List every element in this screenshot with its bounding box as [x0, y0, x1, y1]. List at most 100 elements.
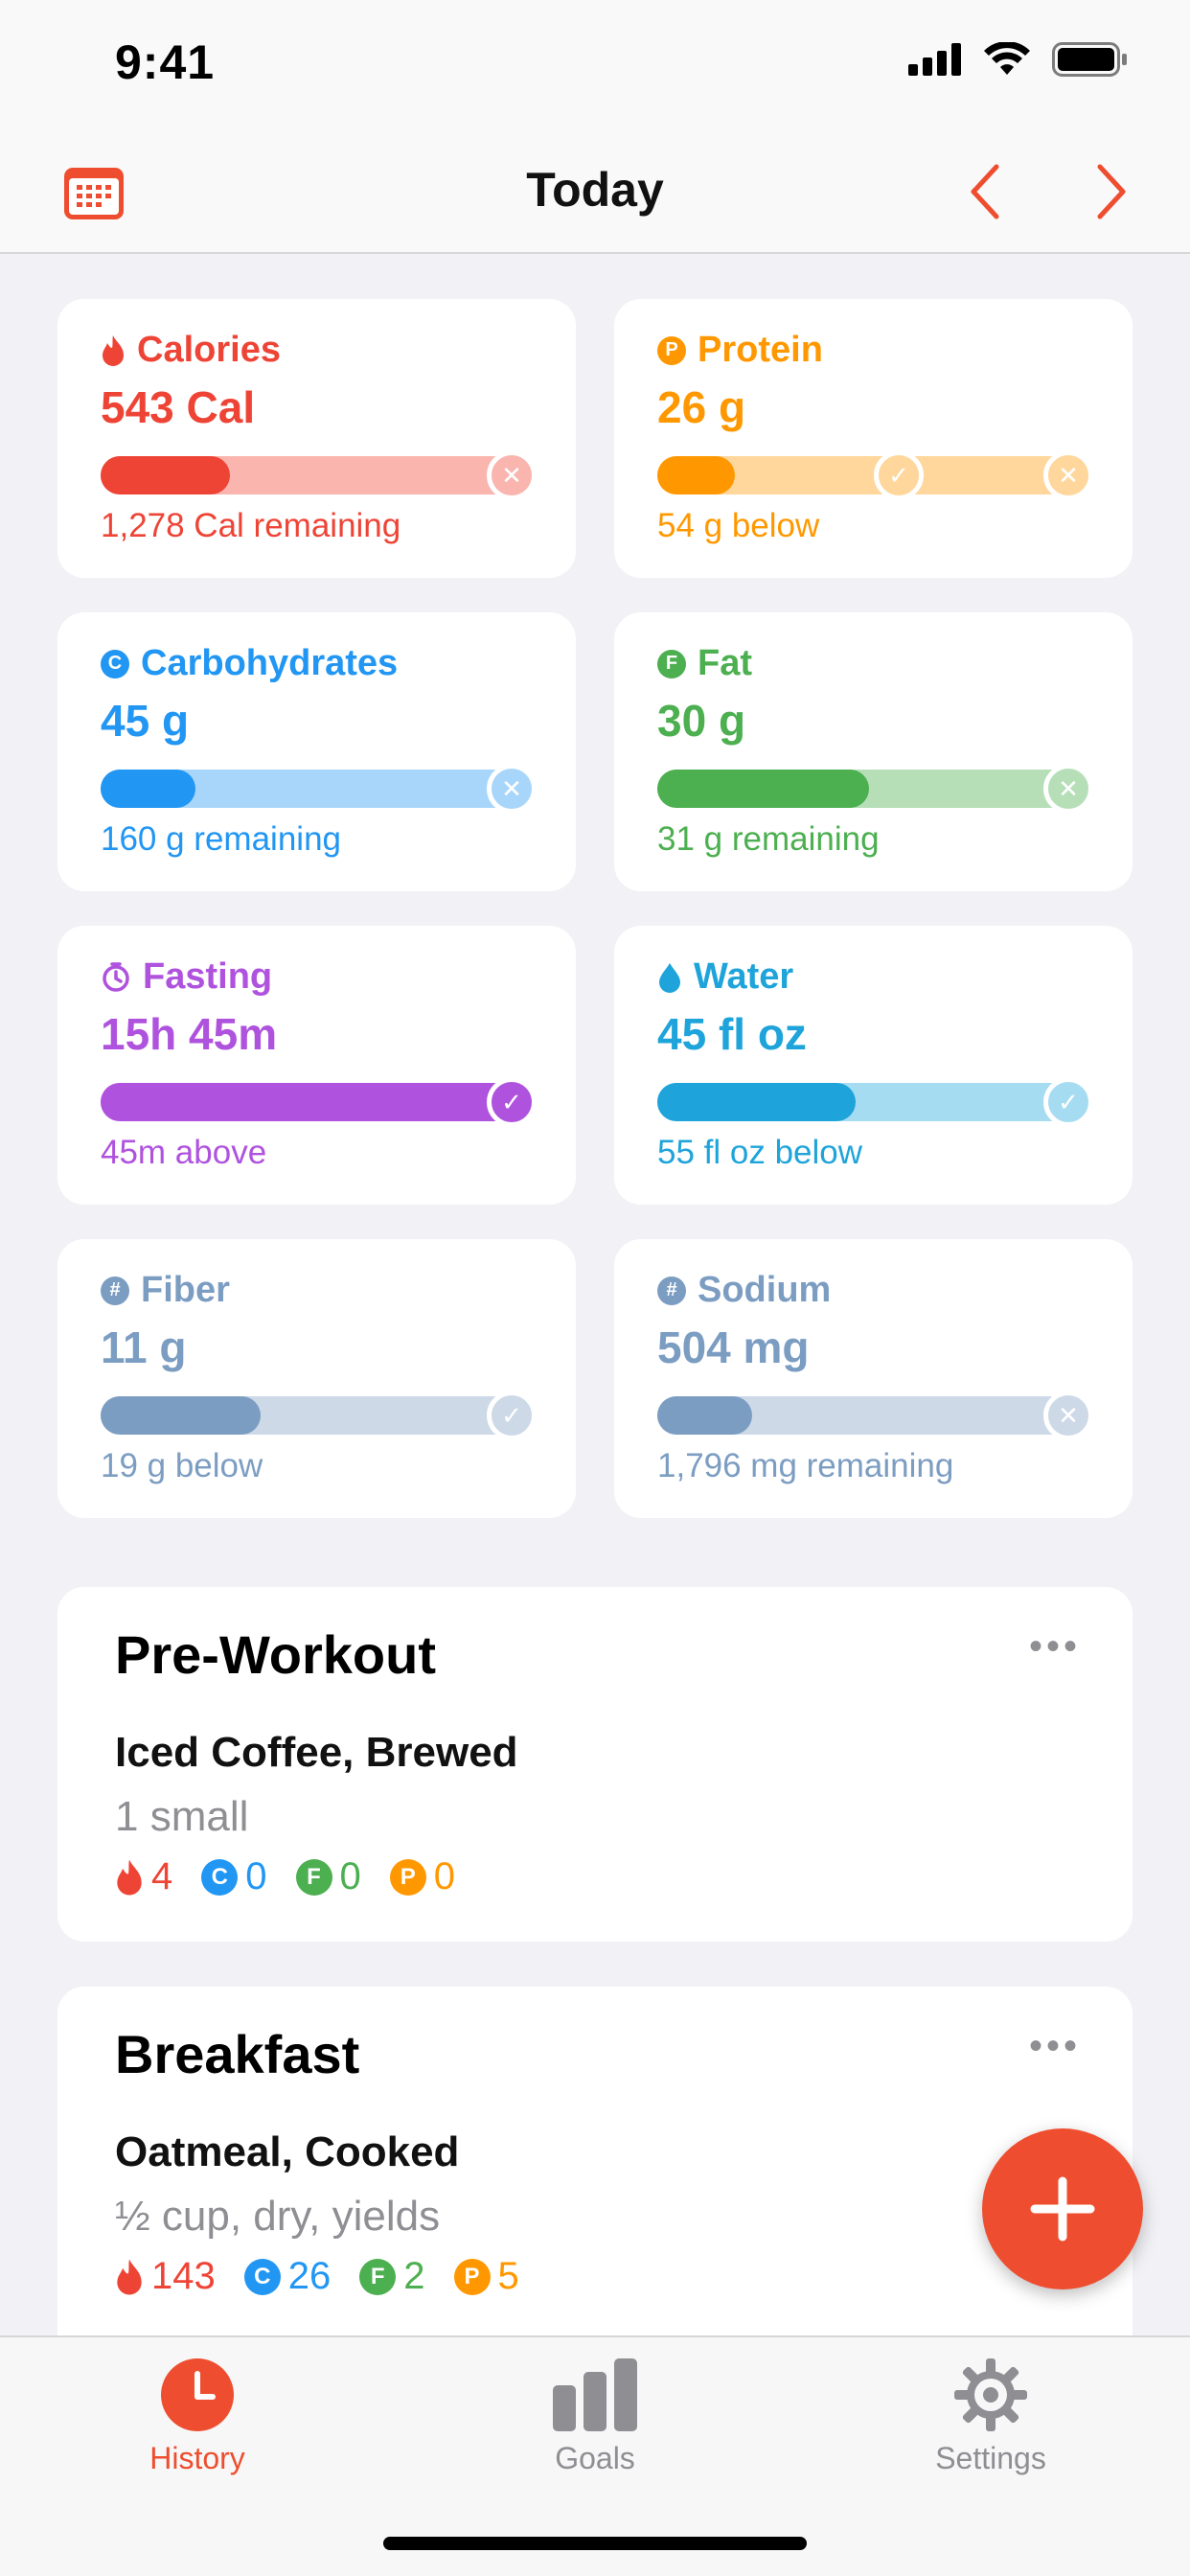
hash-badge-icon: #: [101, 1276, 129, 1305]
carbohydrates-remaining: 160 g remaining: [101, 820, 341, 858]
sodium-card[interactable]: # Sodium 504 mg ✕ 1,796 mg remaining: [614, 1239, 1133, 1518]
calories-remaining: 1,278 Cal remaining: [101, 507, 401, 544]
gear-icon: [954, 2358, 1027, 2431]
tab-label: Goals: [555, 2441, 635, 2475]
protein-count: 5: [497, 2255, 519, 2297]
fasting-label: Fasting: [143, 956, 273, 997]
x-mark-icon: ✕: [1043, 1391, 1093, 1440]
water-drop-icon: [659, 962, 680, 993]
next-day-button[interactable]: [1078, 158, 1145, 225]
fat-badge-icon: F: [359, 2258, 397, 2295]
sodium-progress-fill: [657, 1396, 752, 1435]
calorie-count: 4: [151, 1855, 173, 1898]
tab-history[interactable]: History: [102, 2357, 293, 2476]
calories-progress-fill: [101, 456, 230, 494]
page-title: Today: [526, 163, 664, 217]
bar-chart-icon: [553, 2358, 637, 2431]
fat-card[interactable]: F Fat 30 g ✕ 31 g remaining: [614, 612, 1133, 891]
flame-icon: [103, 334, 124, 366]
tab-settings[interactable]: Settings: [895, 2357, 1087, 2476]
meal-card-breakfast[interactable]: Breakfast ••• Oatmeal, Cooked ½ cup, dry…: [57, 1987, 1133, 2335]
water-progress-bar: ✓: [657, 1077, 1093, 1127]
status-icons: [908, 42, 1129, 77]
fasting-progress-fill: [101, 1083, 532, 1121]
calories-value: 543 Cal: [101, 382, 256, 432]
hash-badge-icon: #: [657, 1276, 686, 1305]
timer-icon: [103, 961, 129, 992]
meal-card-pre-workout[interactable]: Pre-Workout ••• Iced Coffee, Brewed 1 sm…: [57, 1587, 1133, 1942]
battery-icon: [1052, 42, 1127, 77]
fat-count: 0: [339, 1855, 361, 1898]
fiber-progress-bar: ✓: [101, 1391, 537, 1440]
check-mark-icon: ✓: [487, 1077, 537, 1127]
protein-card[interactable]: P Protein 26 g ✓ ✕ 54 g below: [614, 299, 1133, 578]
add-food-button[interactable]: [982, 2128, 1143, 2289]
food-portion: 1 small: [115, 1793, 249, 1840]
carbohydrates-progress-fill: [101, 770, 195, 808]
sodium-remaining: 1,796 mg remaining: [657, 1447, 954, 1484]
chevron-left-icon: [971, 164, 999, 219]
x-mark-icon: ✕: [1043, 450, 1093, 500]
status-bar: 9:41: [0, 0, 1190, 129]
fat-badge-icon: F: [657, 649, 686, 678]
fasting-above: 45m above: [101, 1134, 267, 1171]
home-indicator: [383, 2537, 807, 2550]
calories-card[interactable]: Calories 543 Cal ✕ 1,278 Cal remaining: [57, 299, 576, 578]
stats-grid: Calories 543 Cal ✕ 1,278 Cal remaining P…: [57, 299, 1133, 1518]
fasting-value: 15h 45m: [101, 1009, 278, 1059]
fat-badge-icon: F: [295, 1858, 332, 1896]
fat-progress-bar: ✕: [657, 764, 1093, 814]
protein-progress-bar: ✓ ✕: [657, 450, 1093, 500]
check-mark-icon: ✓: [487, 1391, 537, 1440]
today-content[interactable]: Calories 543 Cal ✕ 1,278 Cal remaining P…: [0, 256, 1190, 2335]
water-below: 55 fl oz below: [657, 1134, 863, 1171]
status-time: 9:41: [115, 35, 216, 89]
protein-badge-icon: P: [453, 2258, 491, 2295]
fiber-label: Fiber: [141, 1270, 230, 1310]
protein-badge-icon: P: [389, 1858, 426, 1896]
x-mark-icon: ✕: [487, 450, 537, 500]
food-name[interactable]: Oatmeal, Cooked: [115, 2128, 460, 2175]
calendar-icon: [64, 168, 124, 219]
x-mark-icon: ✕: [1043, 764, 1093, 814]
tab-goals[interactable]: Goals: [499, 2357, 691, 2476]
fat-value: 30 g: [657, 696, 746, 746]
sodium-label: Sodium: [698, 1270, 832, 1310]
more-options-icon[interactable]: •••: [1028, 1625, 1081, 1668]
calories-label: Calories: [137, 330, 281, 370]
carbs-badge-icon: C: [101, 649, 129, 678]
fiber-below: 19 g below: [101, 1447, 263, 1484]
x-mark-icon: ✕: [487, 764, 537, 814]
fat-label: Fat: [698, 643, 752, 683]
water-progress-fill: [657, 1083, 856, 1121]
previous-day-button[interactable]: [951, 158, 1018, 225]
fat-remaining: 31 g remaining: [657, 820, 880, 858]
sodium-progress-bar: ✕: [657, 1391, 1093, 1440]
carbs-badge-icon: C: [243, 2258, 281, 2295]
clock-icon: [161, 2358, 234, 2431]
water-card[interactable]: Water 45 fl oz ✓ 55 fl oz below: [614, 926, 1133, 1205]
flame-icon: [117, 2259, 142, 2294]
carbohydrates-value: 45 g: [101, 696, 190, 746]
carbohydrates-card[interactable]: C Carbohydrates 45 g ✕ 160 g remaining: [57, 612, 576, 891]
food-portion: ½ cup, dry, yields: [115, 2193, 441, 2240]
cellular-signal-icon: [908, 43, 961, 76]
calendar-button[interactable]: [60, 158, 127, 225]
calorie-count: 143: [151, 2255, 216, 2297]
tab-bar: History Goals Settings: [0, 2335, 1190, 2576]
carbohydrates-label: Carbohydrates: [141, 643, 399, 683]
plus-icon: [1030, 2176, 1095, 2242]
fat-progress-fill: [657, 770, 869, 808]
calories-progress-bar: ✕: [101, 450, 537, 500]
fasting-card[interactable]: Fasting 15h 45m ✓ 45m above: [57, 926, 576, 1205]
protein-count: 0: [433, 1855, 455, 1898]
fiber-card[interactable]: # Fiber 11 g ✓ 19 g below: [57, 1239, 576, 1518]
food-name[interactable]: Iced Coffee, Brewed: [115, 1729, 518, 1776]
fiber-value: 11 g: [101, 1322, 187, 1372]
check-mark-icon: ✓: [874, 450, 924, 500]
meal-title: Pre-Workout: [115, 1624, 436, 1685]
tab-label: Settings: [935, 2441, 1046, 2475]
carbs-badge-icon: C: [201, 1858, 239, 1896]
more-options-icon[interactable]: •••: [1028, 2025, 1081, 2067]
check-mark-icon: ✓: [1043, 1077, 1093, 1127]
